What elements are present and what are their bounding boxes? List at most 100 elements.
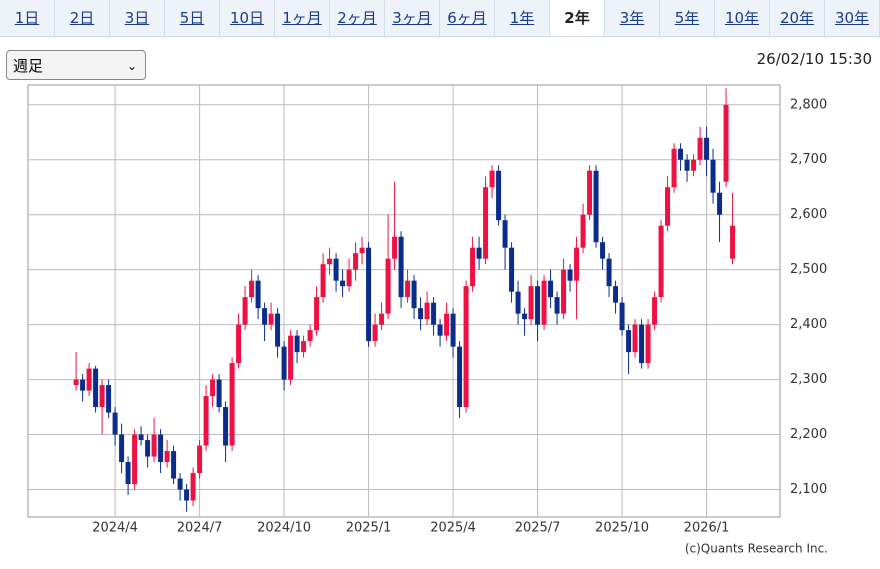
period-tab[interactable]: 5日 <box>165 0 220 36</box>
candle-body <box>112 412 118 435</box>
candle-body <box>301 341 307 353</box>
period-tab[interactable]: 3年 <box>605 0 660 36</box>
candle-body <box>697 137 703 160</box>
period-tab[interactable]: 5年 <box>660 0 715 36</box>
candle-body <box>405 280 411 298</box>
candle-body <box>307 330 313 342</box>
copyright: (c)Quants Research Inc. <box>685 542 828 556</box>
candle-body <box>457 346 463 408</box>
candle-body <box>366 247 372 342</box>
x-tick-label: 2025/4 <box>430 521 476 536</box>
period-tab[interactable]: 20年 <box>770 0 825 36</box>
candle-body <box>437 324 443 336</box>
candle-body <box>229 363 235 446</box>
candle-body <box>346 269 352 287</box>
timestamp: 26/02/10 15:30 <box>756 50 872 68</box>
period-tab[interactable]: 2年 <box>550 0 605 36</box>
candle-body <box>587 170 593 215</box>
y-tick-label: 2,300 <box>790 372 827 387</box>
candle-body <box>314 297 320 331</box>
candle-body <box>541 280 547 325</box>
y-tick-label: 2,200 <box>790 427 827 442</box>
candle-body <box>444 313 450 336</box>
candle-body <box>379 313 385 325</box>
candle-body <box>281 346 287 380</box>
period-tab[interactable]: 1日 <box>0 0 55 36</box>
candle-body <box>177 478 183 490</box>
candle-body <box>203 396 209 446</box>
select-value: 週足 <box>13 57 44 75</box>
candle-body <box>294 335 300 353</box>
period-tab[interactable]: 2ヶ月 <box>330 0 385 36</box>
x-tick-label: 2024/7 <box>177 521 223 536</box>
candle-body <box>249 280 255 298</box>
candle-body <box>574 247 580 281</box>
candle-body <box>333 258 339 281</box>
candle-body <box>275 313 281 347</box>
candle-body <box>385 258 391 314</box>
candle-body <box>548 280 554 298</box>
x-tick-label: 2024/10 <box>257 521 311 536</box>
candle-body <box>509 247 515 292</box>
candle-body <box>171 451 177 479</box>
candle-body <box>717 192 723 215</box>
candle-body <box>424 302 430 320</box>
candle-body <box>528 286 534 320</box>
candle-body <box>704 137 710 160</box>
period-tab[interactable]: 10日 <box>220 0 275 36</box>
candle-body <box>138 434 144 441</box>
x-tick-label: 2025/7 <box>515 521 561 536</box>
candle-body <box>535 286 541 325</box>
period-tab[interactable]: 3ヶ月 <box>385 0 440 36</box>
candle-body <box>359 247 365 254</box>
candle-body <box>626 330 632 353</box>
period-tab[interactable]: 1年 <box>495 0 550 36</box>
candle-body <box>600 242 606 259</box>
candle-body <box>671 148 677 188</box>
x-tick-label: 2026/1 <box>684 521 730 536</box>
y-tick-label: 2,800 <box>790 97 827 112</box>
candle-body <box>119 434 125 463</box>
candle-body <box>223 407 229 446</box>
period-tab[interactable]: 3日 <box>110 0 165 36</box>
x-tick-label: 2024/4 <box>92 521 138 536</box>
y-tick-label: 2,600 <box>790 207 827 222</box>
candle-body <box>73 379 79 386</box>
period-tab[interactable]: 10年 <box>715 0 770 36</box>
candle-body <box>606 258 612 287</box>
candle-body <box>268 313 274 325</box>
period-select[interactable]: 週足 ⌄ <box>6 50 146 80</box>
candle-body <box>398 236 404 298</box>
candle-body <box>554 297 560 314</box>
candle-body <box>652 297 658 325</box>
period-tab[interactable]: 1ヶ月 <box>275 0 330 36</box>
candle-body <box>431 302 437 325</box>
candle-body <box>522 313 528 320</box>
candle-body <box>470 247 476 287</box>
period-tab[interactable]: 2日 <box>55 0 110 36</box>
candle-body <box>340 280 346 287</box>
period-tab[interactable]: 6ヶ月 <box>440 0 495 36</box>
candle-body <box>106 385 112 413</box>
period-tabs: 1日 2日 3日 5日 10日 1ヶ月 2ヶ月 3ヶ月 6ヶ月 1年 2年 3年 5年 10年 20年 30年 <box>0 0 880 37</box>
candle-body <box>392 236 398 259</box>
candle-body <box>353 253 359 270</box>
candle-body <box>645 324 651 364</box>
candle-body <box>418 308 424 320</box>
candle-body <box>496 170 502 221</box>
candle-body <box>632 324 638 353</box>
candle-body <box>125 462 131 485</box>
candle-body <box>515 291 521 314</box>
candle-body <box>463 286 469 408</box>
candle-body <box>145 440 151 457</box>
candle-body <box>489 170 495 188</box>
candle-body <box>502 220 508 248</box>
candle-body <box>580 214 586 248</box>
plot-frame <box>27 84 781 518</box>
y-tick-label: 2,700 <box>790 152 827 167</box>
candle-body <box>561 269 567 314</box>
candle-body <box>320 264 326 298</box>
candle-body <box>593 170 599 243</box>
